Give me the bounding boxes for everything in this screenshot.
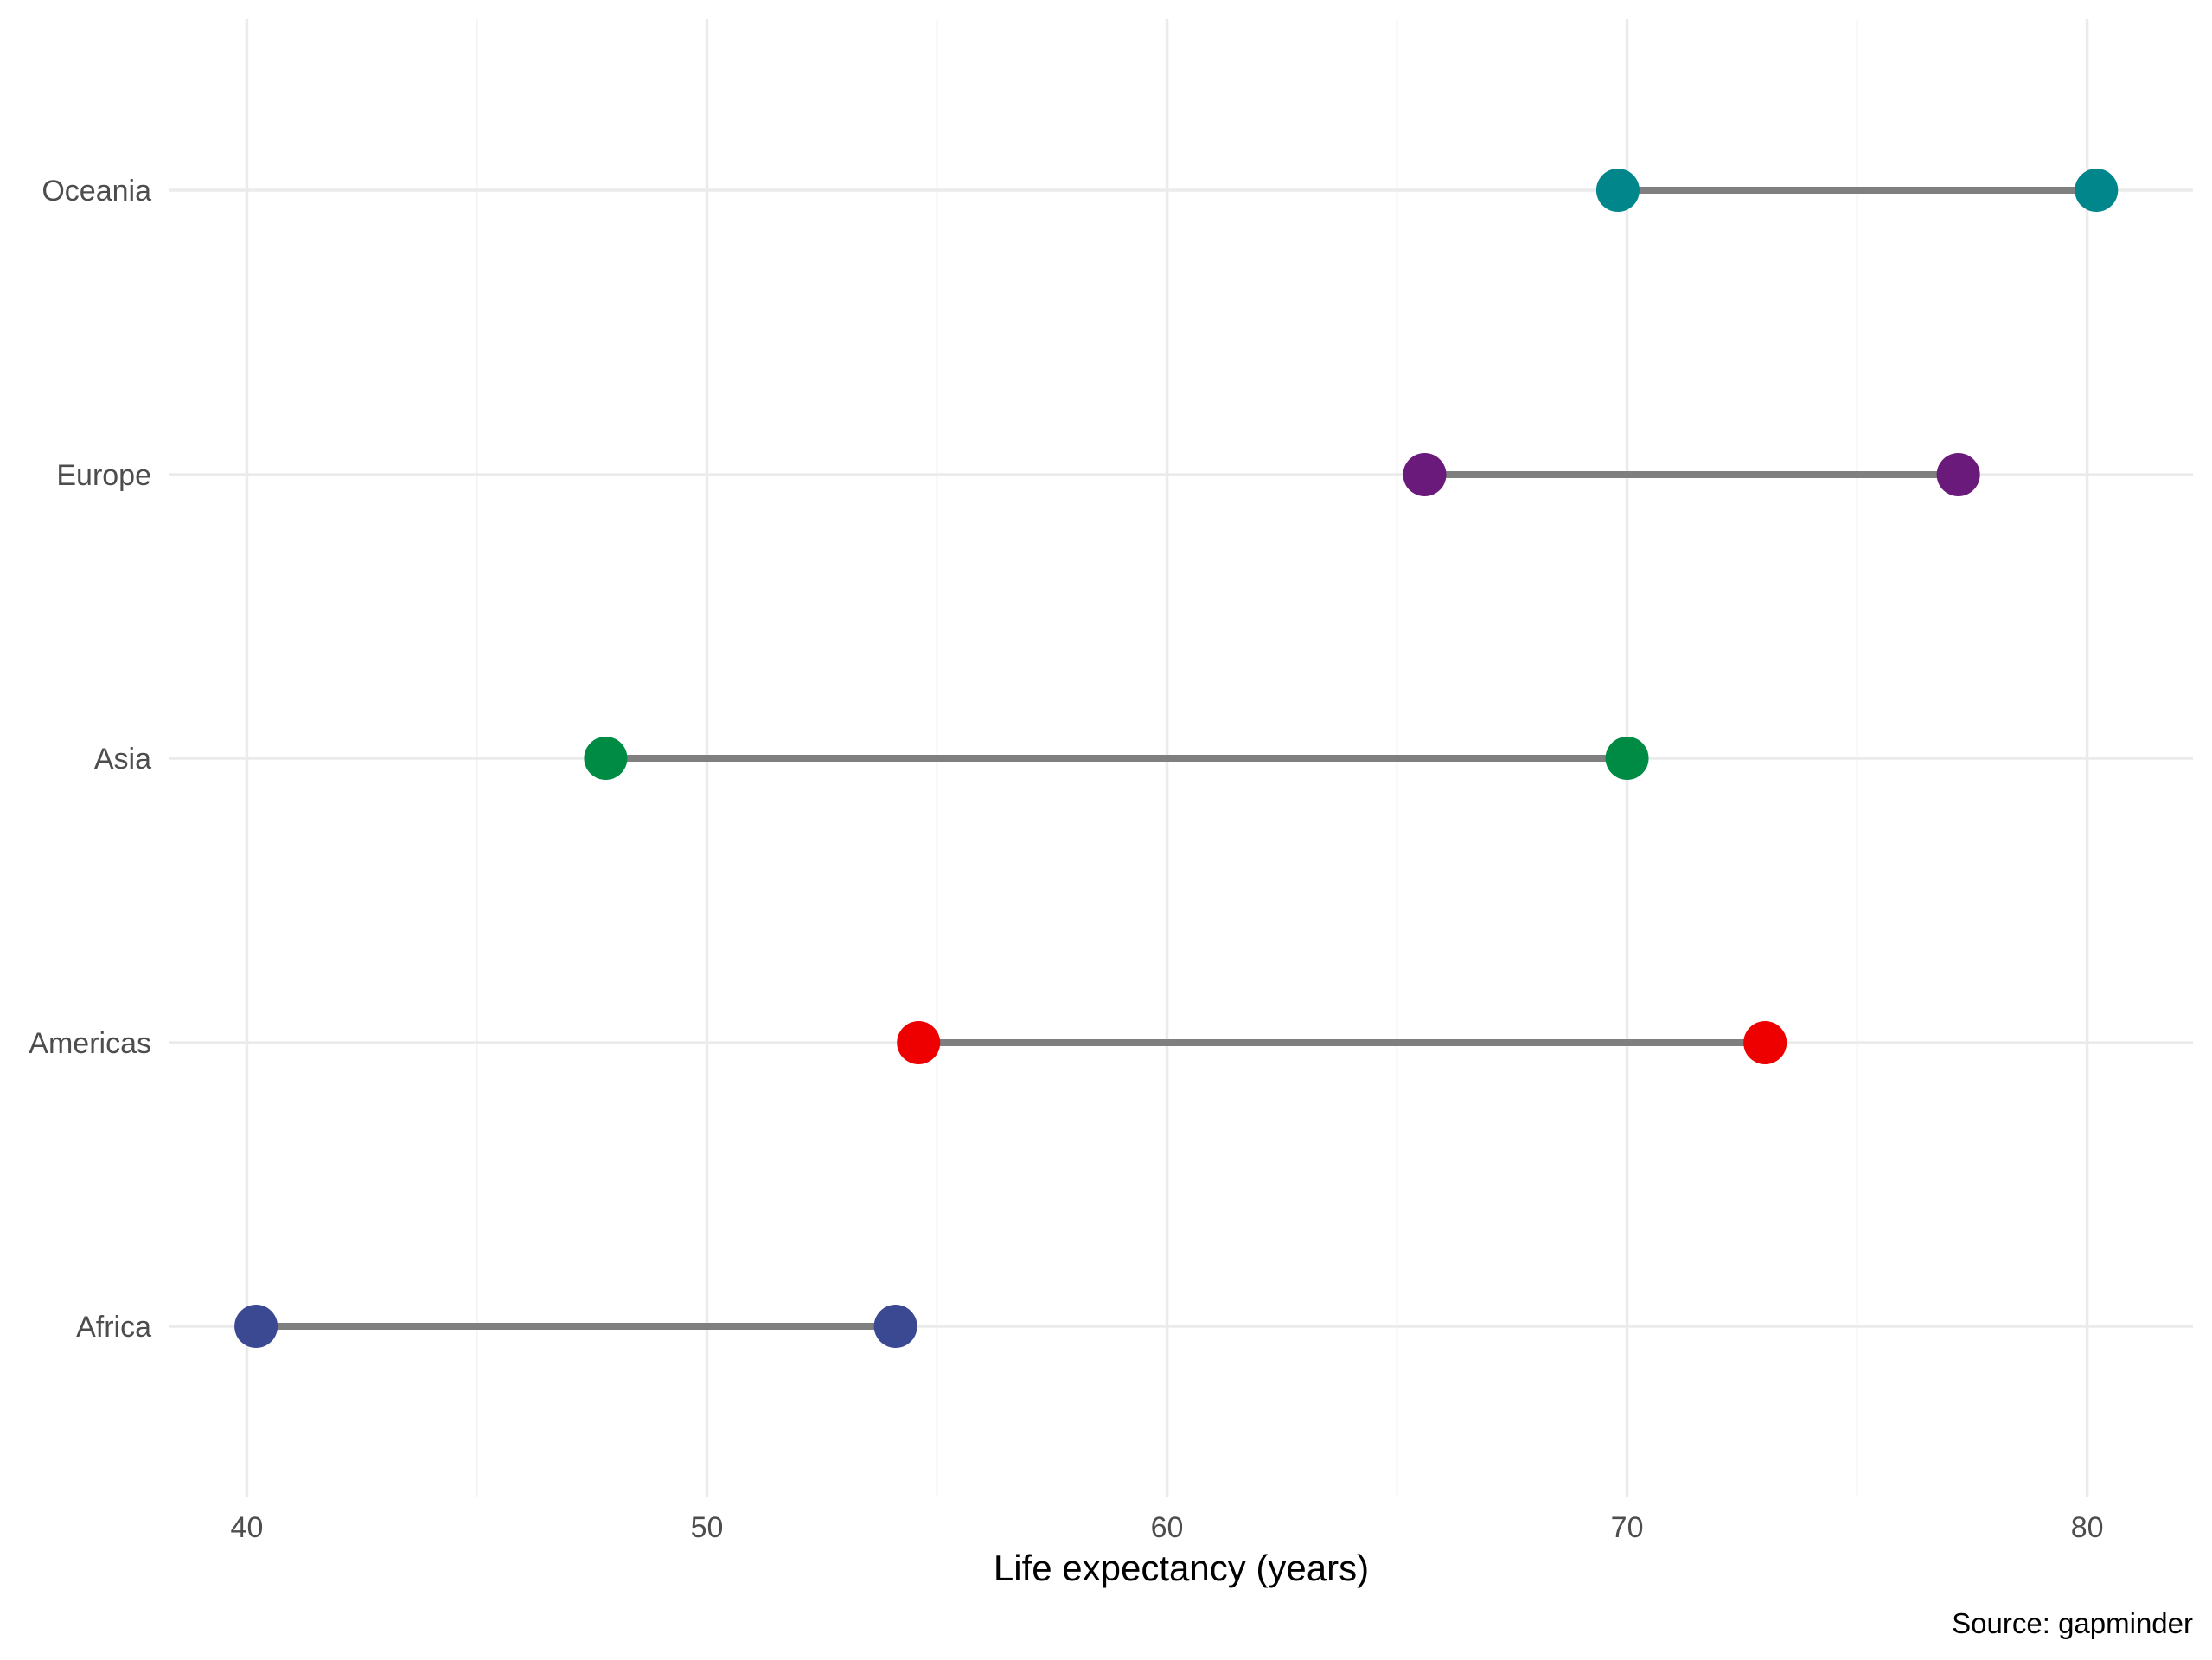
- x-axis-labels: 40 50 60 70 80: [231, 1511, 2104, 1544]
- x-tick-label: 70: [1611, 1511, 1644, 1544]
- end-point: [1936, 453, 1980, 496]
- y-tick-label: Americas: [29, 1027, 151, 1060]
- y-axis-labels: Oceania Europe Asia Americas Africa: [29, 175, 151, 1344]
- data-marks: [234, 169, 2119, 1348]
- y-tick-label: Africa: [76, 1311, 151, 1344]
- end-point: [873, 1305, 917, 1348]
- start-point: [234, 1305, 278, 1348]
- end-point: [2075, 169, 2119, 212]
- end-point: [1605, 737, 1649, 780]
- x-axis-title: Life expectancy (years): [994, 1548, 1369, 1588]
- x-tick-label: 60: [1151, 1511, 1184, 1544]
- start-point: [1403, 453, 1447, 496]
- x-tick-label: 40: [231, 1511, 264, 1544]
- x-tick-label: 50: [691, 1511, 724, 1544]
- start-point: [584, 737, 628, 780]
- y-tick-label: Asia: [94, 743, 151, 776]
- start-point: [897, 1021, 941, 1064]
- y-tick-label: Oceania: [42, 175, 151, 208]
- end-point: [1743, 1021, 1787, 1064]
- start-point: [1595, 169, 1640, 212]
- y-tick-label: Europe: [56, 459, 151, 492]
- x-tick-label: 80: [2071, 1511, 2104, 1544]
- source-caption: Source: gapminder: [1952, 1607, 2193, 1639]
